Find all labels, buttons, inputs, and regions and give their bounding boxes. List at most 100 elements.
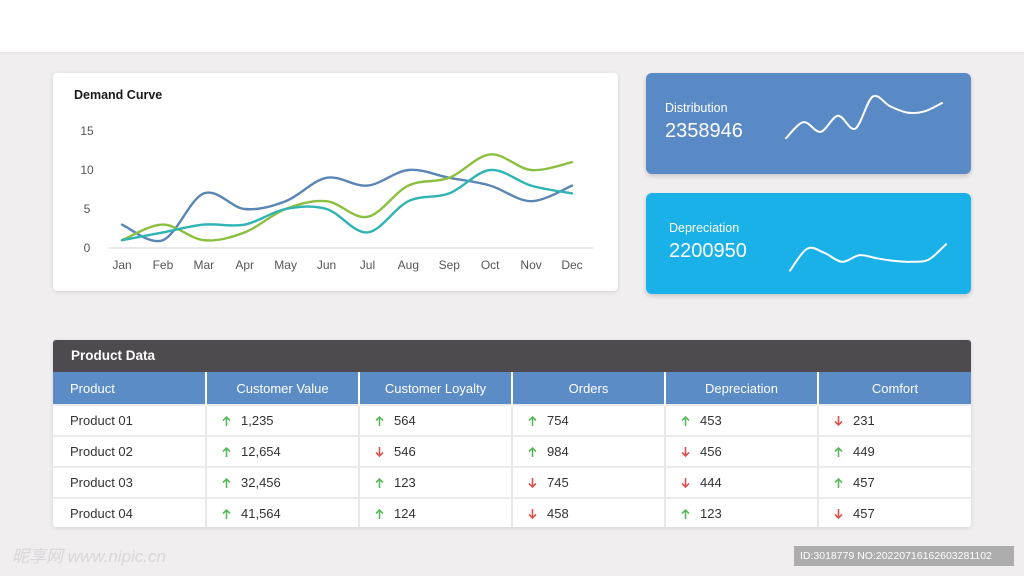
arrow-up-icon	[681, 508, 690, 519]
metric-value: 1,235	[241, 413, 274, 428]
column-header[interactable]: Orders	[512, 372, 666, 405]
metric-cell: 444	[665, 466, 819, 498]
series-line-1	[120, 168, 574, 243]
x-tick-label: Dec	[561, 258, 582, 272]
arrow-down-icon	[834, 508, 843, 519]
metric-value: 41,564	[241, 506, 281, 521]
x-tick-label: Nov	[520, 258, 541, 272]
arrow-down-icon	[834, 415, 843, 426]
x-tick-label: May	[274, 258, 297, 272]
metric-cell: 754	[512, 404, 666, 436]
table-header-row: Product Customer Value Customer Loyalty Ord…	[53, 372, 971, 405]
depreciation-sparkline	[789, 243, 947, 272]
arrow-down-icon	[681, 446, 690, 457]
metric-cell: 456	[665, 435, 819, 467]
metric-cell: 453	[665, 404, 819, 436]
metric-value: 564	[394, 413, 416, 428]
depreciation-value: 2200950	[669, 240, 747, 262]
product-name-cell: Product 02	[53, 435, 207, 467]
y-tick-label: 5	[84, 202, 91, 216]
table-row[interactable]: Product 02 12,654 546 984 456 449	[53, 435, 971, 467]
product-table: Product Customer Value Customer Loyalty Ord…	[53, 372, 971, 527]
x-tick-label: Jun	[317, 258, 336, 272]
y-tick-label: 15	[80, 124, 94, 138]
demand-curve-card: Demand Curve 15 10 5 0 Jan Feb Mar Apr May Jun Jul…	[53, 73, 618, 291]
y-tick-label: 10	[80, 163, 94, 177]
top-header-bar	[0, 0, 1024, 52]
x-tick-label: Oct	[481, 258, 500, 272]
x-tick-label: Mar	[193, 258, 214, 272]
x-tick-label: Jan	[112, 258, 131, 272]
distribution-card[interactable]: Distribution 2358946	[646, 73, 971, 174]
metric-cell: 457	[818, 466, 971, 498]
demand-curve-chart: 15 10 5 0 Jan Feb Mar Apr May Jun Jul Aug Sep Oct Nov D…	[80, 124, 593, 272]
metric-cell: 231	[818, 404, 971, 436]
column-header[interactable]: Customer Value	[206, 372, 360, 405]
metric-cell: 457	[818, 497, 971, 527]
metric-value: 449	[853, 444, 875, 459]
metric-cell: 12,654	[206, 435, 360, 467]
arrow-up-icon	[681, 415, 690, 426]
metric-value: 12,654	[241, 444, 281, 459]
distribution-sparkline	[785, 94, 943, 140]
metric-value: 123	[394, 475, 416, 490]
metric-cell: 745	[512, 466, 666, 498]
distribution-label: Distribution	[665, 101, 728, 115]
arrow-down-icon	[528, 508, 537, 519]
depreciation-card[interactable]: Depreciation 2200950	[646, 193, 971, 294]
metric-cell: 41,564	[206, 497, 360, 527]
metric-cell: 984	[512, 435, 666, 467]
arrow-down-icon	[375, 446, 384, 457]
metric-value: 457	[853, 506, 875, 521]
table-body: Product 01 1,235 564 754 453 231 Product 02 12,…	[53, 404, 971, 527]
metric-value: 754	[547, 413, 569, 428]
metric-value: 124	[394, 506, 416, 521]
arrow-up-icon	[222, 446, 231, 457]
chart-title: Demand Curve	[74, 88, 163, 102]
sparkline-path	[785, 94, 943, 140]
distribution-value: 2358946	[665, 120, 743, 142]
metric-value: 984	[547, 444, 569, 459]
product-name-cell: Product 03	[53, 466, 207, 498]
column-header[interactable]: Comfort	[818, 372, 971, 405]
arrow-down-icon	[528, 477, 537, 488]
metric-cell: 123	[359, 466, 513, 498]
watermark-id: ID:3018779 NO:20220716162603281102	[794, 546, 1014, 566]
arrow-up-icon	[834, 477, 843, 488]
metric-cell: 32,456	[206, 466, 360, 498]
metric-value: 456	[700, 444, 722, 459]
arrow-up-icon	[222, 477, 231, 488]
metric-value: 444	[700, 475, 722, 490]
table-row[interactable]: Product 03 32,456 123 745 444 457	[53, 466, 971, 498]
series-line-2	[120, 153, 574, 242]
table-row[interactable]: Product 01 1,235 564 754 453 231	[53, 404, 971, 436]
table-row[interactable]: Product 04 41,564 124 458 123 457	[53, 497, 971, 527]
metric-value: 231	[853, 413, 875, 428]
x-tick-label: Apr	[235, 258, 254, 272]
arrow-up-icon	[528, 446, 537, 457]
arrow-up-icon	[375, 415, 384, 426]
x-tick-label: Sep	[439, 258, 461, 272]
metric-cell: 123	[665, 497, 819, 527]
arrow-up-icon	[375, 508, 384, 519]
column-header[interactable]: Customer Loyalty	[359, 372, 513, 405]
metric-value: 123	[700, 506, 722, 521]
metric-value: 546	[394, 444, 416, 459]
column-header[interactable]: Product	[53, 372, 207, 405]
product-name-cell: Product 04	[53, 497, 207, 527]
metric-value: 453	[700, 413, 722, 428]
column-header[interactable]: Depreciation	[665, 372, 819, 405]
sparkline-path	[789, 243, 947, 272]
x-tick-label: Jul	[360, 258, 375, 272]
metric-value: 32,456	[241, 475, 281, 490]
depreciation-label: Depreciation	[669, 221, 740, 235]
arrow-up-icon	[375, 477, 384, 488]
metric-value: 457	[853, 475, 875, 490]
series-line-3	[120, 168, 574, 242]
metric-cell: 1,235	[206, 404, 360, 436]
metric-cell: 124	[359, 497, 513, 527]
y-tick-label: 0	[84, 241, 91, 255]
product-name-cell: Product 01	[53, 404, 207, 436]
arrow-up-icon	[222, 508, 231, 519]
table-title: Product Data	[53, 340, 971, 372]
